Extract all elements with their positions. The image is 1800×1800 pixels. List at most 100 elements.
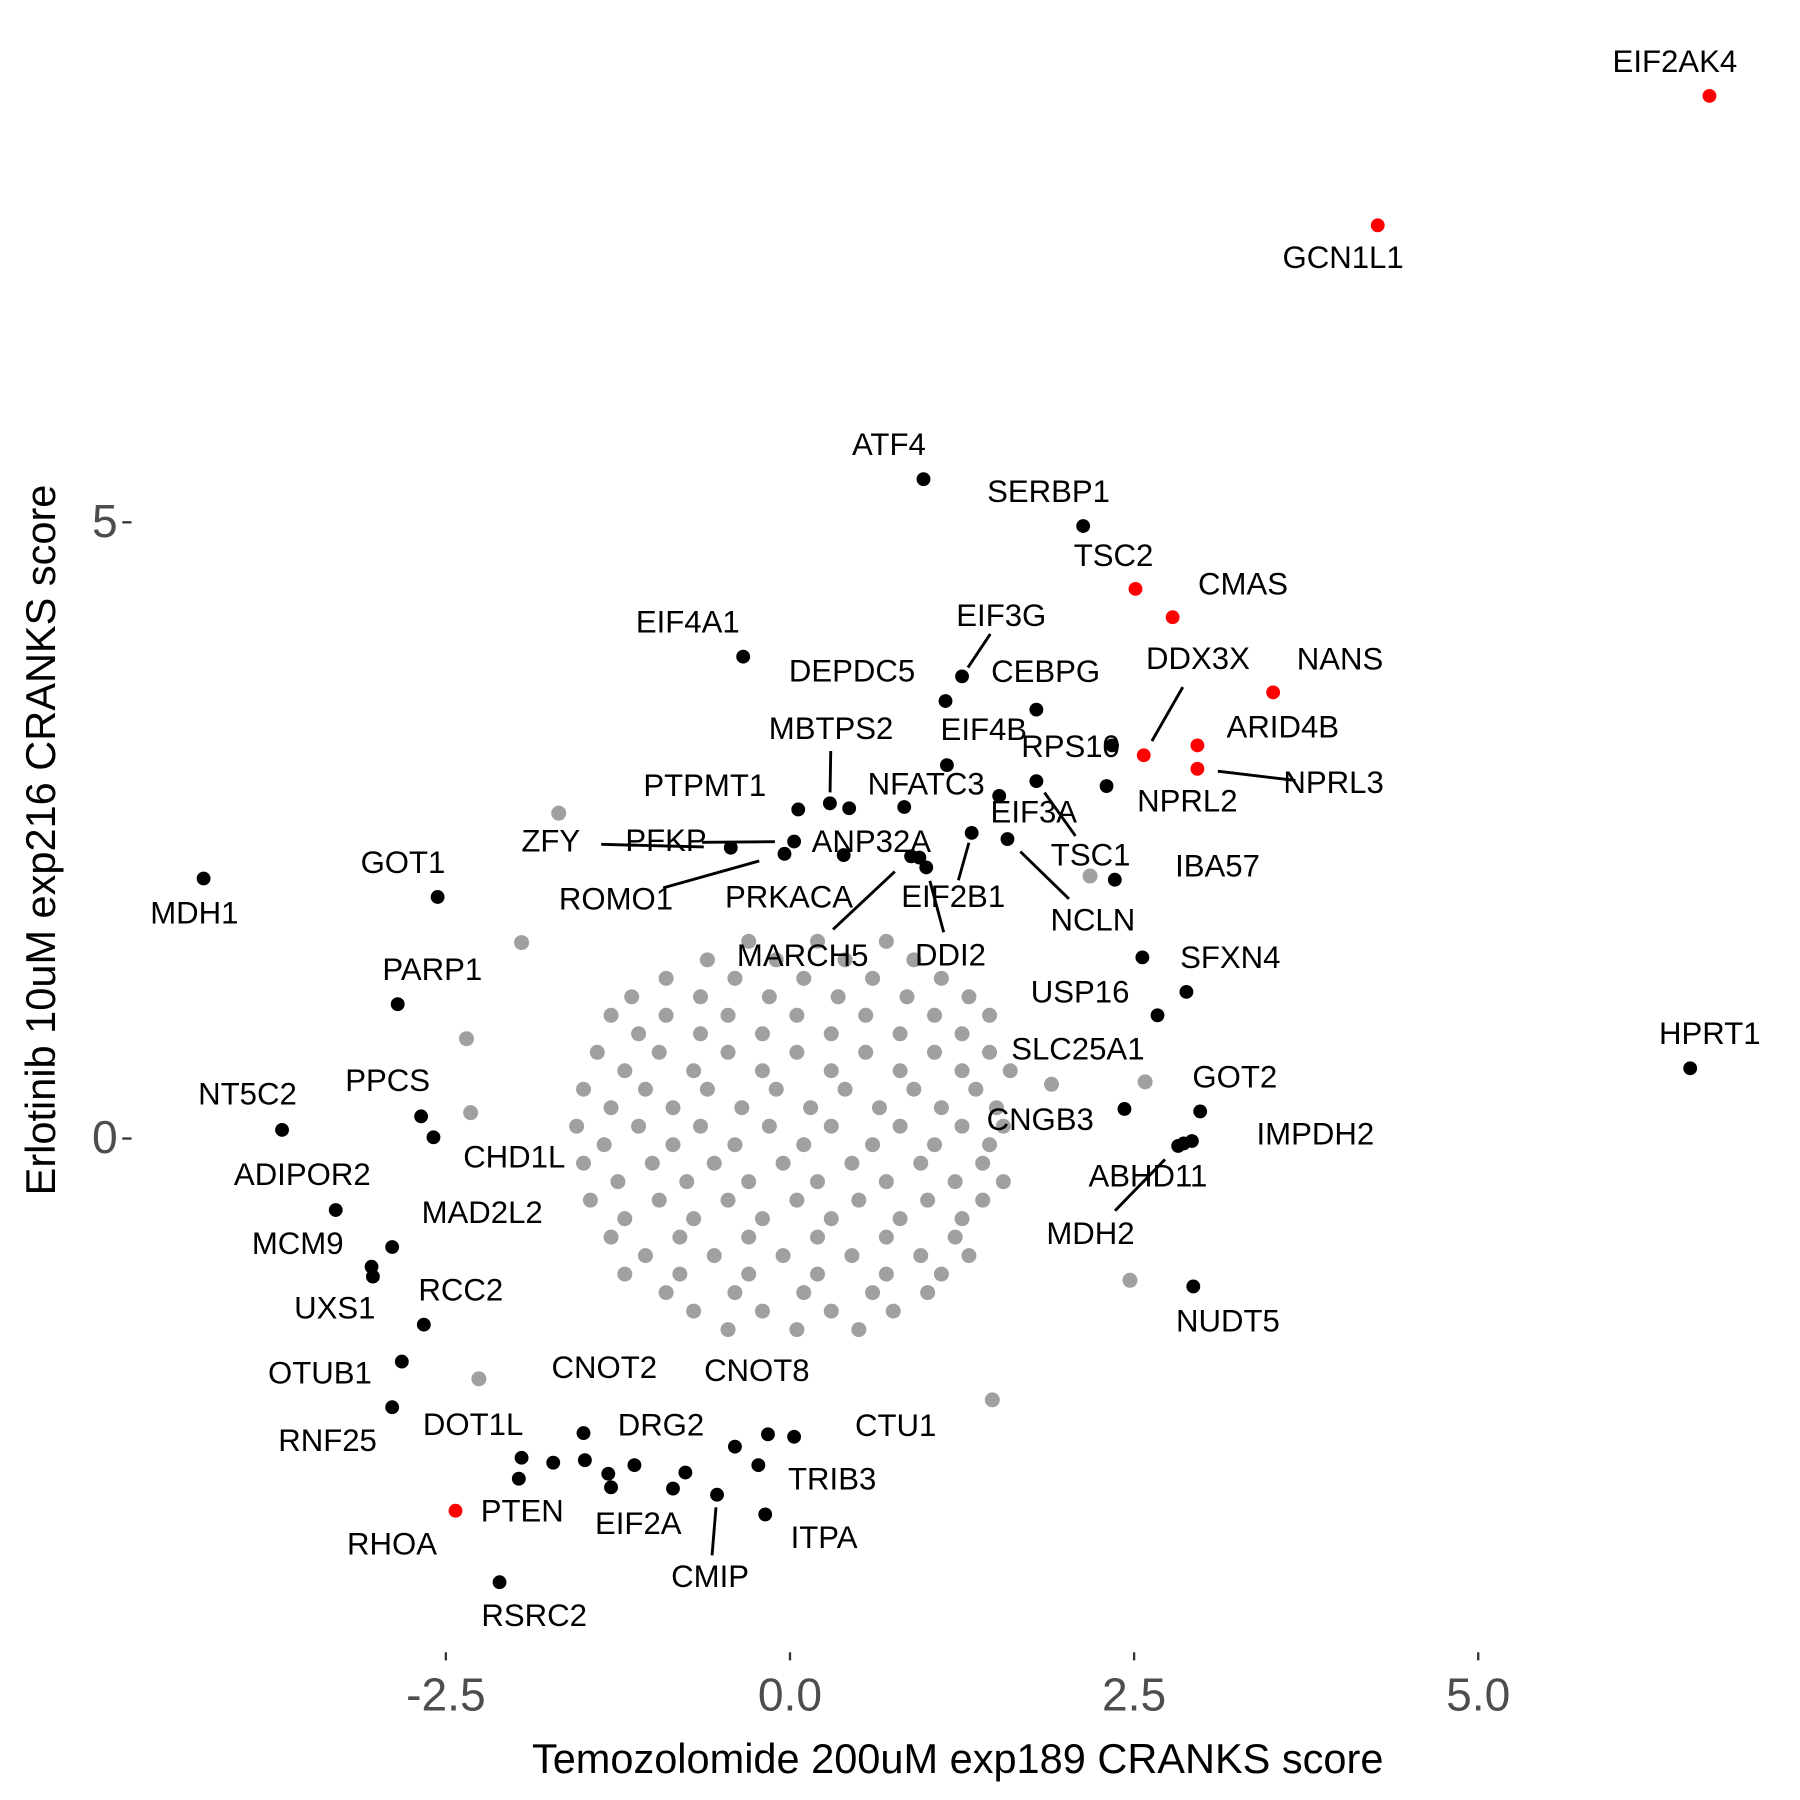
point	[904, 849, 919, 864]
background-point	[984, 1392, 1000, 1408]
leader-line	[1217, 769, 1296, 782]
point-label: NPRL2	[1137, 784, 1237, 819]
background-point	[892, 1211, 908, 1227]
x-tick-label: 5.0	[1446, 1669, 1510, 1721]
background-point	[796, 1137, 812, 1153]
background-point	[589, 1044, 605, 1060]
background-point	[651, 1044, 667, 1060]
background-point	[837, 1081, 853, 1097]
point	[1105, 738, 1120, 753]
background-point	[899, 989, 915, 1005]
background-point	[693, 1118, 709, 1134]
background-point	[789, 1044, 805, 1060]
background-point	[754, 1211, 770, 1227]
background-point	[596, 1137, 612, 1153]
background-point	[1044, 1076, 1060, 1092]
point	[414, 1109, 429, 1124]
point	[1150, 1008, 1165, 1023]
background-point	[823, 1026, 839, 1042]
point-label: RCC2	[418, 1273, 503, 1308]
point-label: PTEN	[481, 1494, 564, 1529]
point-label: DEPDC5	[789, 654, 915, 689]
y-tick-label: 5	[92, 495, 118, 547]
point-label: UXS1	[294, 1290, 375, 1325]
point	[416, 1317, 431, 1332]
point-label: SFXN4	[1180, 940, 1280, 975]
point	[1136, 748, 1151, 763]
point-label: OTUB1	[268, 1356, 372, 1391]
point	[897, 800, 912, 814]
point	[1135, 950, 1150, 965]
point	[964, 825, 979, 840]
point	[1029, 774, 1044, 789]
point	[1029, 702, 1044, 717]
point	[1179, 984, 1194, 999]
point	[777, 846, 792, 861]
point-label: TSC1	[1051, 838, 1131, 873]
background-point	[658, 1285, 674, 1301]
background-point	[892, 1063, 908, 1079]
background-point	[741, 1174, 757, 1190]
background-point	[878, 1229, 894, 1245]
point	[1370, 218, 1385, 233]
background-point	[741, 1229, 757, 1245]
leader-line	[828, 750, 833, 793]
point-label: DOT1L	[423, 1407, 523, 1442]
point	[1190, 761, 1205, 776]
background-point	[823, 1063, 839, 1079]
point	[992, 788, 1007, 803]
point	[791, 802, 806, 817]
leader-line	[601, 842, 704, 849]
background-point	[720, 1007, 736, 1023]
background-point	[617, 1211, 633, 1227]
point	[1683, 1061, 1698, 1076]
background-point	[865, 970, 881, 986]
background-point	[796, 970, 812, 986]
background-point	[754, 1026, 770, 1042]
background-point	[906, 952, 922, 968]
point	[1702, 88, 1717, 103]
point-label: PPCS	[345, 1063, 430, 1098]
point-label: CEBPG	[991, 654, 1100, 689]
background-point	[871, 1100, 887, 1116]
point	[196, 871, 211, 886]
point	[710, 1487, 724, 1502]
point-label: NT5C2	[198, 1077, 297, 1112]
background-point	[823, 1303, 839, 1319]
point-label: EIF3G	[956, 598, 1046, 633]
point	[758, 1507, 773, 1522]
point-label: TRIB3	[788, 1462, 876, 1497]
point	[1107, 872, 1122, 887]
background-point	[576, 1081, 592, 1097]
point-label: PFKP	[625, 823, 706, 858]
point	[1117, 1102, 1132, 1116]
x-tick-label: 0.0	[758, 1669, 822, 1721]
point	[365, 1269, 380, 1284]
background-point	[796, 1285, 812, 1301]
point-label: ARID4B	[1227, 709, 1340, 744]
background-point	[699, 952, 715, 968]
background-point	[920, 1285, 936, 1301]
point	[955, 669, 969, 684]
point-label: DDI2	[915, 938, 986, 973]
point	[728, 1439, 742, 1454]
background-point	[823, 1211, 839, 1227]
background-point	[768, 1081, 784, 1097]
point	[514, 1450, 529, 1465]
background-point	[927, 1044, 943, 1060]
background-point	[1122, 1272, 1138, 1288]
background-point	[720, 1322, 736, 1338]
point	[678, 1465, 693, 1480]
point-label: CHD1L	[463, 1139, 565, 1174]
background-point	[514, 935, 530, 951]
background-point	[954, 1118, 970, 1134]
leader-line	[1043, 791, 1077, 837]
background-point	[1082, 868, 1098, 884]
leader-line	[1150, 686, 1185, 742]
point	[385, 1400, 400, 1415]
background-point	[665, 1137, 681, 1153]
point	[511, 1471, 526, 1486]
point-label: DDX3X	[1146, 641, 1250, 676]
point-label: EIF4B	[941, 712, 1028, 747]
background-point	[837, 952, 853, 968]
